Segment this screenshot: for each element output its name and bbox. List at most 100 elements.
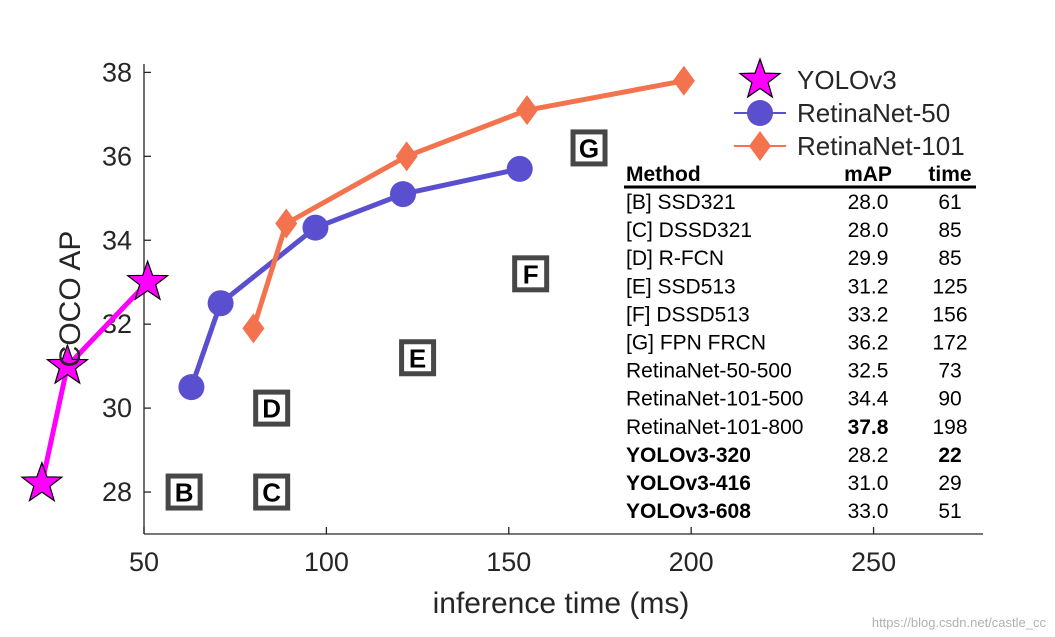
table-cell-time: 61 [938,191,961,214]
x-tick-label: 200 [669,547,714,577]
method-box-frame [253,473,291,511]
legend-item-retinanet-101: RetinaNet-101 [734,131,965,161]
table-cell-method: [F] DSSD513 [626,303,750,326]
table-row: RetinaNet-101-500 34.4 90 [626,388,962,411]
results-table: Method mAP time [B] SSD321 28.0 61 [C] DSSD321… [624,163,976,523]
x-tick-label: 250 [851,547,896,577]
table-cell-method: [B] SSD321 [626,191,736,214]
table-cell-method: RetinaNet-101-500 [626,388,803,411]
table-cell-map: 33.0 [848,500,889,523]
data-point-yolov3 [20,460,64,503]
table-cell-map: 31.0 [848,472,889,495]
data-point-retinanet-50 [506,155,533,182]
method-box-frame [253,389,291,427]
method-box-f: F [512,255,550,293]
table-cell-time: 29 [938,472,961,495]
method-boxes: B C D E F G [165,129,608,511]
series-retinanet-50 [178,155,533,401]
method-box-frame [512,255,550,293]
legend-label: RetinaNet-50 [797,98,950,128]
table-header: Method [626,163,701,186]
table-cell-method: YOLOv3-320 [626,444,751,467]
series-line-retinanet-50 [189,166,521,388]
table-row: [B] SSD321 28.0 61 [626,191,962,214]
y-tick-label: 36 [102,141,132,171]
x-axis-label: inference time (ms) [433,587,690,620]
table-cell-method: [G] FPN FRCN [626,332,766,355]
table-cell-map: 29.9 [848,247,889,270]
x-tick-label: 150 [486,547,531,577]
y-tick-label: 28 [102,477,132,507]
watermark: https://blog.csdn.net/castle_cc [872,615,1047,630]
method-box-g: G [570,129,608,167]
table-row: YOLOv3-320 28.2 22 [626,444,962,467]
table-cell-time: 85 [938,219,961,242]
y-tick-label: 30 [102,393,132,423]
table-cell-map: 37.8 [848,416,889,439]
table-header: time [928,163,971,186]
table-row: YOLOv3-608 33.0 51 [626,500,962,523]
legend-marker [749,131,771,161]
table-cell-time: 73 [938,360,961,383]
data-point-retinanet-101 [395,141,418,172]
table-row: RetinaNet-50-500 32.5 73 [626,360,962,383]
method-box-label: G [579,133,599,163]
table-header: mAP [844,163,892,186]
legend-item-yolov3: YOLOv3 [738,57,897,99]
table-row: [E] SSD513 31.2 125 [626,275,968,298]
table-cell-time: 22 [938,444,961,467]
table-cell-method: YOLOv3-608 [626,500,751,523]
data-point-retinanet-50 [178,374,205,401]
data-point-retinanet-101 [242,313,265,344]
series-line-retinanet-101 [251,78,685,330]
method-box-label: C [262,478,281,508]
series-retinanet-101 [242,65,695,344]
table-row: [G] FPN FRCN 36.2 172 [626,332,968,355]
table-cell-method: [C] DSSD321 [626,219,752,242]
table-cell-time: 51 [938,500,961,523]
table-cell-method: RetinaNet-101-800 [626,416,803,439]
table-row: RetinaNet-101-800 37.8 198 [626,416,968,439]
table-cell-map: 33.2 [848,303,889,326]
table-row: YOLOv3-416 31.0 29 [626,472,962,495]
data-point-retinanet-101 [275,208,298,239]
table-cell-method: RetinaNet-50-500 [626,360,792,383]
table-cell-map: 28.0 [848,191,889,214]
table-cell-map: 32.5 [848,360,889,383]
table-cell-map: 28.0 [848,219,889,242]
method-box-label: B [175,478,194,508]
table-cell-time: 198 [932,416,967,439]
method-box-d: D [253,389,291,427]
table-cell-time: 85 [938,247,961,270]
table-cell-method: [D] R-FCN [626,247,724,270]
data-point-retinanet-50 [389,181,416,208]
series-yolov3 [20,259,170,503]
method-box-frame [165,473,203,511]
y-tick-label: 38 [102,57,132,87]
table-row: [C] DSSD321 28.0 85 [626,219,962,242]
legend-marker [738,57,782,99]
table-row: [D] R-FCN 29.9 85 [626,247,962,270]
x-tick-label: 100 [304,547,349,577]
series-layer [20,65,695,503]
table-cell-method: YOLOv3-416 [626,472,751,495]
method-box-frame [570,129,608,167]
data-point-retinanet-101 [516,95,539,126]
data-point-yolov3 [45,343,90,385]
table-cell-time: 156 [932,303,967,326]
table-cell-time: 90 [938,388,961,411]
table-row: [F] DSSD513 33.2 156 [626,303,968,326]
data-point-retinanet-101 [672,65,695,96]
method-box-label: F [523,259,539,289]
method-box-label: D [262,394,281,424]
method-box-label: E [409,343,426,373]
method-box-e: E [399,339,437,377]
table-cell-method: [E] SSD513 [626,275,736,298]
table-cell-time: 125 [932,275,967,298]
y-tick-label: 34 [102,225,132,255]
method-box-c: C [253,473,291,511]
legend-item-retinanet-50: RetinaNet-50 [734,98,950,128]
